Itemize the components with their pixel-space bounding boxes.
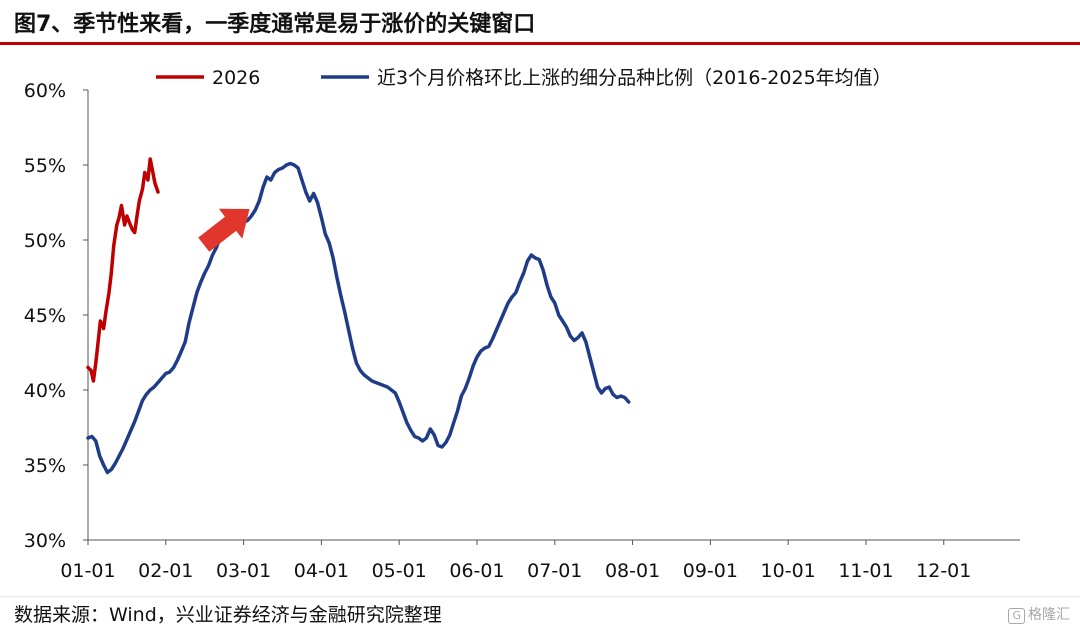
seasonality-line-chart: 30% 35% 40% 45% 50% 55% 60% 01-01 02-01 03-01 04-… (24, 67, 1020, 582)
title-underline (0, 42, 1080, 45)
title-bar: 图7、季节性来看，一季度通常是易于涨价的关键窗口 (0, 0, 1080, 45)
legend-item-average-label: 近3个月价格环比上涨的细分品种比例（2016-2025年均值） (377, 67, 892, 89)
watermark-logo: G 格隆汇 (1008, 604, 1070, 624)
trend-arrow-icon (198, 208, 250, 252)
x-tick-label: 11-01 (838, 560, 893, 582)
series-line-2026 (86, 157, 160, 383)
y-tick-label: 55% (24, 155, 66, 177)
logo-icon: G (1008, 608, 1025, 624)
x-tick-label: 08-01 (605, 560, 660, 582)
footer-divider (0, 596, 1080, 597)
x-tick-label: 02-01 (138, 560, 193, 582)
logo-text: 格隆汇 (1028, 607, 1070, 623)
y-axis: 30% 35% 40% 45% 50% 55% 60% (24, 80, 89, 552)
x-tick-label: 05-01 (372, 560, 427, 582)
series-line-average (86, 161, 631, 475)
annotation-layer (198, 208, 250, 252)
legend: 2026 近3个月价格环比上涨的细分品种比例（2016-2025年均值） (156, 67, 892, 89)
y-tick-label: 40% (24, 380, 66, 402)
chart-title: 图7、季节性来看，一季度通常是易于涨价的关键窗口 (14, 12, 536, 37)
y-tick-label: 30% (24, 530, 66, 552)
x-tick-label: 10-01 (761, 560, 816, 582)
x-tick-label: 01-01 (60, 560, 115, 582)
x-axis: 01-01 02-01 03-01 04-01 05-01 06-01 07-01 08-01… (60, 539, 1020, 582)
x-tick-label: 06-01 (449, 560, 504, 582)
x-tick-label: 07-01 (527, 560, 582, 582)
y-tick-label: 50% (24, 230, 66, 252)
y-tick-label: 35% (24, 455, 66, 477)
y-tick-label: 60% (24, 80, 66, 102)
x-tick-label: 03-01 (216, 560, 271, 582)
legend-item-2026-label: 2026 (212, 67, 260, 89)
y-tick-label: 45% (24, 305, 66, 327)
x-tick-label: 09-01 (683, 560, 738, 582)
x-tick-label: 12-01 (916, 560, 971, 582)
series-layer (86, 157, 631, 475)
x-tick-label: 04-01 (294, 560, 349, 582)
source-note: 数据来源：Wind，兴业证券经济与金融研究院整理 (14, 604, 442, 626)
